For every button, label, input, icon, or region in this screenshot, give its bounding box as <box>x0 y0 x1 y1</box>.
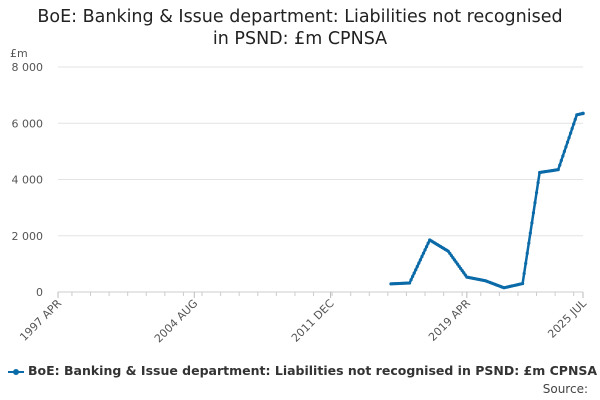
chart-title-line-2: in PSND: £m CPNSA <box>212 29 388 49</box>
data-point[interactable] <box>522 271 526 276</box>
y-axis: 0 2 000 4 000 6 000 8 000 <box>12 61 44 299</box>
data-point[interactable] <box>561 154 565 158</box>
data-point[interactable] <box>411 274 415 278</box>
data-point[interactable] <box>536 180 540 185</box>
data-point[interactable] <box>573 117 577 121</box>
x-tick-label: 2011 DEC <box>289 297 337 345</box>
x-axis: 1997 APR 2004 AUG 2011 DEC 2019 APR 2025 JUL <box>17 291 590 346</box>
data-point[interactable] <box>531 211 536 215</box>
y-tick-label: 2 000 <box>12 230 44 243</box>
gridlines <box>58 66 583 237</box>
x-tick-label: 2004 AUG <box>152 297 201 346</box>
data-point[interactable] <box>572 122 576 126</box>
data-point[interactable] <box>409 278 413 282</box>
data-point[interactable] <box>407 281 412 285</box>
data-point[interactable] <box>565 140 570 144</box>
data-point[interactable] <box>564 145 568 149</box>
y-axis-unit-label: £m <box>10 47 28 60</box>
x-tick-label: 1997 APR <box>17 297 64 344</box>
data-point[interactable] <box>570 126 574 131</box>
data-point[interactable] <box>525 251 529 255</box>
y-tick-label: 4 000 <box>12 174 44 187</box>
data-point[interactable] <box>424 244 429 249</box>
data-point[interactable] <box>426 241 430 245</box>
chart-title: BoE: Banking & Issue department: Liabili… <box>0 6 600 50</box>
legend-marker-icon <box>8 367 24 377</box>
data-point[interactable] <box>412 271 416 275</box>
data-point[interactable] <box>569 131 573 135</box>
data-point[interactable] <box>415 264 419 269</box>
data-point[interactable] <box>556 168 560 172</box>
data-point[interactable] <box>527 241 531 245</box>
data-point[interactable] <box>558 163 562 167</box>
data-point[interactable] <box>528 231 532 235</box>
x-tick-label: 2025 JUL <box>545 296 589 340</box>
data-point[interactable] <box>534 191 539 195</box>
data-point[interactable] <box>562 149 567 153</box>
data-point[interactable] <box>420 254 424 259</box>
y-tick-label: 6 000 <box>12 117 44 130</box>
data-point[interactable] <box>423 248 427 252</box>
legend[interactable]: BoE: Banking & Issue department: Liabili… <box>8 363 597 378</box>
series-layer <box>389 111 585 290</box>
data-point[interactable] <box>533 201 537 205</box>
data-point[interactable] <box>567 136 571 140</box>
legend-label: BoE: Banking & Issue department: Liabili… <box>28 363 598 378</box>
x-tick-label: 2019 APR <box>426 297 473 344</box>
data-point[interactable] <box>559 158 563 163</box>
data-point[interactable] <box>581 111 585 116</box>
data-point[interactable] <box>521 281 525 286</box>
data-point[interactable] <box>418 258 422 262</box>
y-tick-label: 0 <box>36 286 43 299</box>
data-point[interactable] <box>421 251 426 255</box>
chart-title-line-1: BoE: Banking & Issue department: Liabili… <box>37 7 563 27</box>
data-point[interactable] <box>414 268 418 272</box>
source-label: Source: <box>542 382 588 396</box>
series-line <box>389 112 585 290</box>
data-point[interactable] <box>530 221 534 225</box>
y-tick-label: 8 000 <box>12 61 44 74</box>
data-point[interactable] <box>417 261 421 265</box>
data-point[interactable] <box>524 261 528 265</box>
